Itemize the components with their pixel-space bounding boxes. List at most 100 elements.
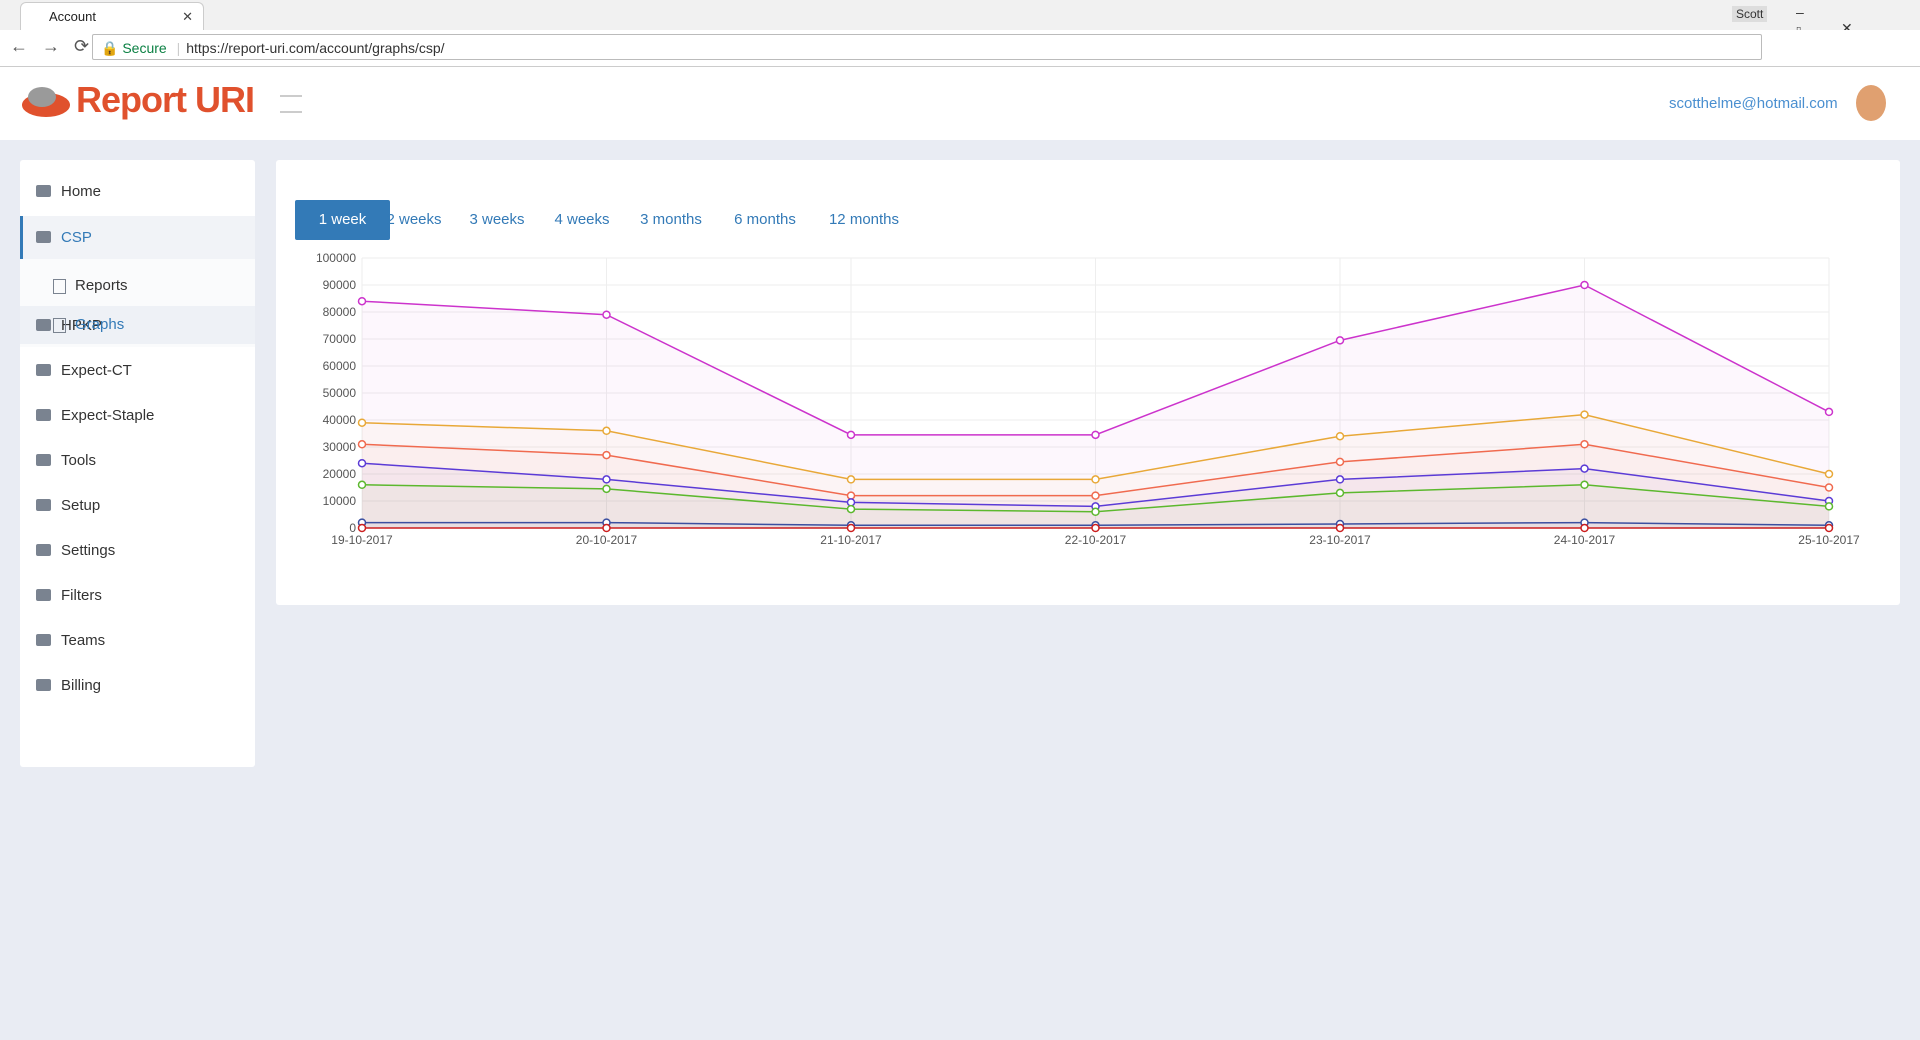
- x-tick-label: 19-10-2017: [331, 533, 393, 547]
- range-tab[interactable]: 3 weeks: [469, 211, 525, 228]
- point: [602, 484, 611, 494]
- sub-icon: [53, 318, 66, 333]
- secure-label: 🔒 Secure: [101, 40, 167, 56]
- point: [1091, 491, 1100, 500]
- profile-button[interactable]: Scott: [1732, 6, 1768, 22]
- menu-toggle[interactable]: [280, 95, 302, 113]
- point: [1580, 464, 1589, 473]
- area: [362, 285, 1829, 528]
- browser-tab[interactable]: Account ✕: [20, 2, 204, 30]
- point: [846, 491, 856, 500]
- nav-item[interactable]: Setup: [61, 497, 101, 514]
- secure-text: Secure: [122, 40, 167, 56]
- x-tick-label: 22-10-2017: [1065, 533, 1127, 547]
- x-tick-label: 25-10-2017: [1798, 533, 1860, 547]
- y-tick-label: 40000: [323, 413, 357, 427]
- point: [602, 450, 611, 460]
- point: [1580, 410, 1589, 419]
- area: [362, 484, 1829, 528]
- area: [362, 463, 1829, 528]
- site-header: Report URI scotthelme@hotmail.com: [0, 67, 1920, 140]
- logo-icon: [22, 87, 70, 117]
- range-tab[interactable]: 4 weeks: [554, 211, 610, 228]
- avatar[interactable]: [1856, 85, 1886, 121]
- point: [1580, 440, 1589, 449]
- point: [1335, 488, 1345, 498]
- nav-icon: [36, 589, 51, 601]
- nav-icon: [36, 409, 51, 421]
- point: [1335, 457, 1345, 467]
- active-subitem: [20, 306, 255, 344]
- nav-icon: [36, 454, 51, 466]
- point: [357, 458, 367, 468]
- sub-item[interactable]: Graphs: [75, 316, 125, 333]
- range-tab[interactable]: 6 months: [734, 211, 796, 228]
- y-tick-label: 20000: [323, 467, 357, 481]
- point: [1824, 469, 1834, 479]
- range-tab[interactable]: 12 months: [828, 211, 900, 228]
- nav-item[interactable]: Filters: [61, 587, 102, 604]
- point: [1335, 475, 1345, 484]
- nav-icon: [36, 231, 51, 243]
- point: [1335, 523, 1345, 533]
- point: [846, 475, 856, 484]
- y-tick-label: 30000: [323, 440, 357, 454]
- range-tab[interactable]: 3 months: [640, 211, 702, 228]
- point: [357, 480, 367, 490]
- x-tick-label: 20-10-2017: [576, 533, 638, 547]
- nav-item[interactable]: Teams: [61, 632, 106, 649]
- x-tick-label: 21-10-2017: [820, 533, 882, 547]
- sub-icon: [53, 279, 66, 294]
- nav-item[interactable]: Settings: [61, 542, 116, 559]
- nav-icon: [36, 499, 51, 511]
- y-tick-label: 100000: [316, 251, 356, 265]
- sidebar: Home CSP HPKP Expect-CT Expect-Staple Tools Se…: [20, 160, 255, 767]
- point: [357, 296, 367, 306]
- nav-icon: [36, 364, 51, 376]
- point: [602, 310, 611, 319]
- point: [1091, 507, 1100, 517]
- tab-close[interactable]: ✕: [182, 9, 193, 24]
- logo-text[interactable]: Report URI: [76, 79, 255, 120]
- point: [1335, 336, 1345, 345]
- nav-icon: [36, 679, 51, 691]
- point: [1580, 280, 1589, 290]
- sub-item[interactable]: Reports: [75, 277, 128, 294]
- range-tab[interactable]: 1 week: [295, 200, 390, 240]
- point: [1091, 523, 1100, 533]
- nav-icon: [36, 544, 51, 556]
- point: [846, 504, 856, 514]
- nav-item[interactable]: CSP: [61, 229, 92, 246]
- y-tick-label: 10000: [323, 494, 357, 508]
- x-tick-label: 24-10-2017: [1554, 533, 1616, 547]
- user-email[interactable]: scotthelme@hotmail.com: [1669, 95, 1838, 112]
- range-tab[interactable]: 2 weeks: [386, 211, 442, 228]
- address-bar: ←→⟳ 🔒 Secure | https://report-uri.com/acc…: [0, 30, 1920, 67]
- omnibox[interactable]: 🔒 Secure | https://report-uri.com/account…: [92, 34, 1762, 60]
- nav-icon: [36, 634, 51, 646]
- point: [1335, 431, 1345, 441]
- point: [357, 418, 367, 427]
- nav-item[interactable]: Home: [61, 183, 102, 200]
- y-tick-label: 90000: [323, 278, 357, 292]
- point: [1091, 430, 1100, 440]
- point: [1824, 407, 1834, 417]
- content-panel: 0 10000 20000 30000 40000 50000 60000 70000 8000…: [276, 160, 1900, 605]
- point: [602, 523, 611, 533]
- point: [602, 475, 611, 484]
- y-tick-label: 70000: [323, 332, 357, 346]
- nav-item[interactable]: HPKP: [61, 317, 102, 334]
- nav-item[interactable]: Billing: [61, 677, 102, 694]
- area: [362, 444, 1829, 528]
- x-tick-label: 23-10-2017: [1309, 533, 1371, 547]
- nav-buttons[interactable]: ←→⟳: [10, 36, 104, 56]
- nav-item[interactable]: Expect-CT: [61, 362, 132, 379]
- point: [846, 430, 856, 440]
- point: [1824, 483, 1834, 492]
- point: [357, 523, 367, 533]
- nav-item[interactable]: Expect-Staple: [61, 407, 155, 424]
- y-tick-label: 60000: [323, 359, 357, 373]
- point: [602, 426, 611, 436]
- nav-item[interactable]: Tools: [61, 452, 97, 469]
